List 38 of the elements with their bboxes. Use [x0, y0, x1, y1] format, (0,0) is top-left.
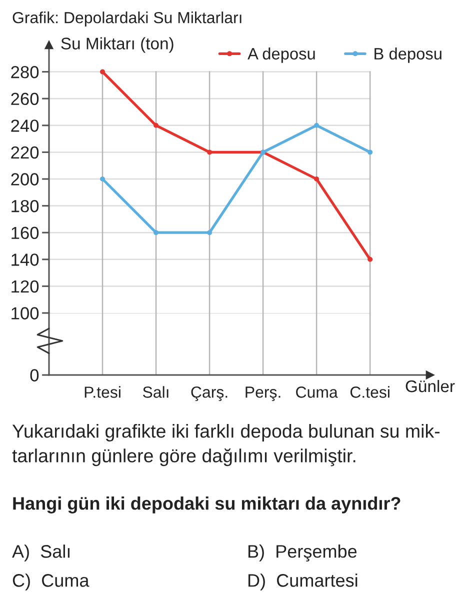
- x-tick-label: P.tesi: [84, 386, 120, 398]
- point: [368, 150, 373, 155]
- point: [100, 176, 106, 182]
- y-tick-label: 260: [11, 92, 39, 106]
- x-tick-label: Çarş.: [191, 386, 228, 401]
- y-tick-label: 120: [12, 280, 39, 293]
- text: Hangi gün iki depodaki su miktarı da aynıdır?: [13, 496, 400, 514]
- y-tick-label: 100: [12, 307, 39, 320]
- text: D) Cumartesi: [248, 574, 358, 590]
- y-tick-label: 140: [12, 254, 39, 266]
- x-tick-label: Salı: [142, 386, 168, 398]
- x-axis-title: Günler: [406, 380, 455, 392]
- point: [154, 230, 159, 236]
- text: A) Salı: [12, 544, 70, 562]
- legend-label: B deposu: [374, 48, 442, 63]
- point: [154, 122, 159, 128]
- x-tick-label: C.tesi: [350, 386, 390, 398]
- y-axis-title: Su Miktarı (ton): [61, 37, 174, 53]
- x-tick-label: Perş.: [246, 386, 280, 401]
- text: C) Cuma: [12, 574, 90, 590]
- y-tick-label: 160: [12, 226, 39, 240]
- point: [314, 122, 320, 128]
- y-tick-label: 240: [11, 120, 39, 132]
- legend-label: A deposu: [248, 48, 315, 63]
- y-tick-label: 220: [11, 146, 39, 159]
- point: [368, 256, 373, 262]
- y-tick-label: 280: [11, 66, 39, 78]
- text: Yukarıdaki grafikte iki farklı depoda bulunan su mik- tarlarının günlere göre dağılımı verilmiştir.: [12, 424, 440, 466]
- point: [314, 176, 320, 182]
- chart-title: Grafik: Depolardaki Su Miktarları: [12, 12, 242, 26]
- y-tick-label: 180: [12, 200, 39, 212]
- point: [100, 69, 106, 74]
- y-tick-label: 200: [11, 173, 39, 186]
- x-tick-label: Cuma: [296, 386, 338, 398]
- point: [207, 150, 212, 155]
- point: [207, 230, 212, 236]
- text: B) Perşembe: [248, 544, 357, 562]
- y-tick-label: 0: [30, 369, 39, 382]
